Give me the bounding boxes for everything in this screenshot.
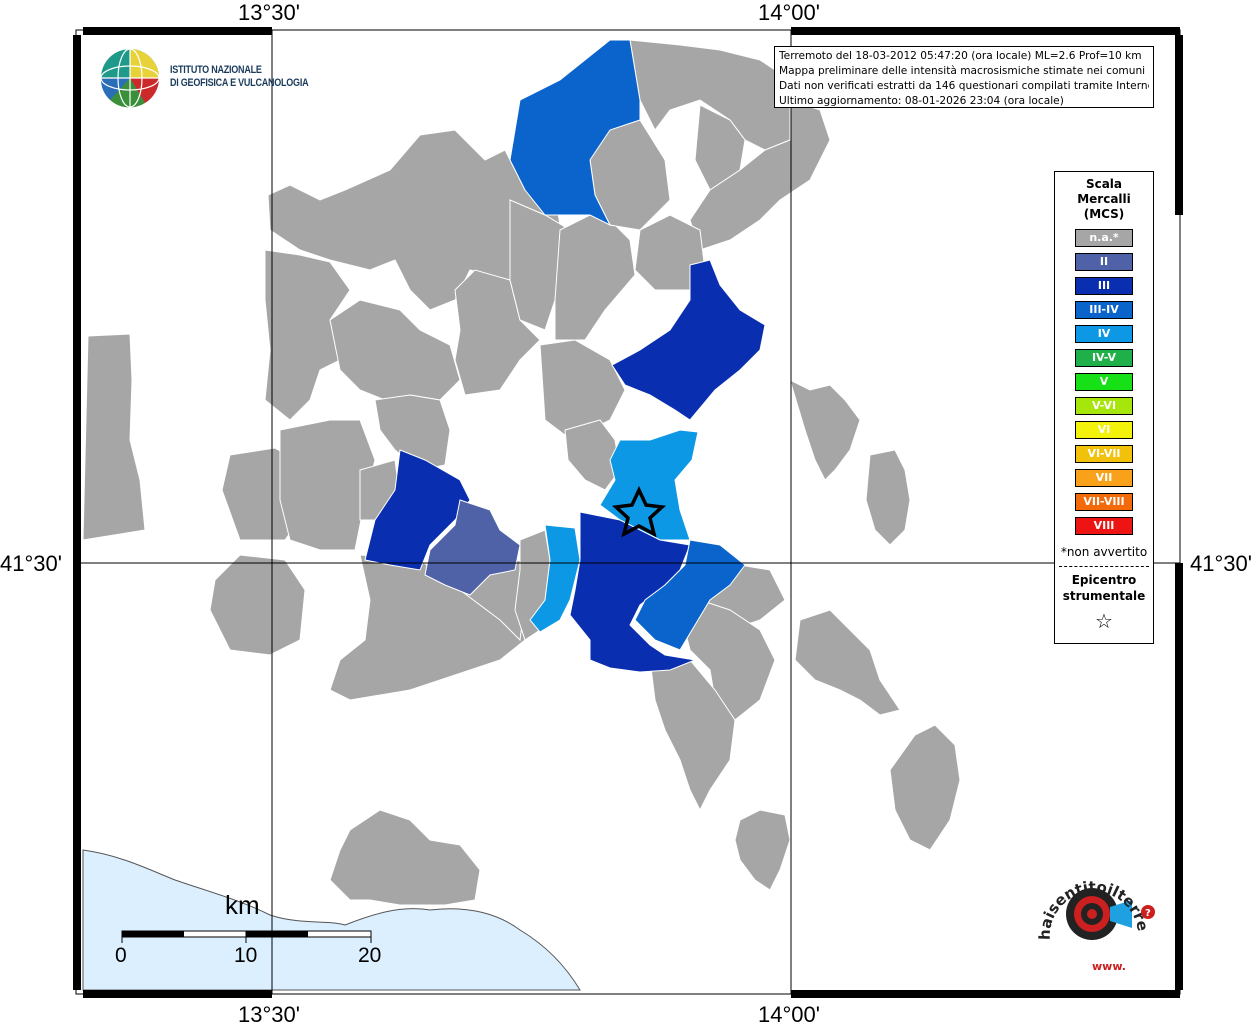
legend-item: II <box>1075 253 1133 271</box>
legend-item: IV-V <box>1075 349 1133 367</box>
graticule <box>76 30 1180 994</box>
legend-item: V <box>1075 373 1133 391</box>
scale-bar <box>121 930 372 943</box>
event-info-line2: Mappa preliminare delle intensità macros… <box>779 65 1146 77</box>
epicenter-star <box>612 485 666 538</box>
legend-title-line3: (MCS) <box>1083 207 1125 221</box>
legend-star-icon: ☆ <box>1095 609 1113 633</box>
legend-not-felt-note: *non avvertito <box>1060 545 1148 559</box>
ingv-name: ISTITUTO NAZIONALE DI GEOFISICA E VULCAN… <box>170 64 309 90</box>
legend-epicenter-label: Epicentro strumentale <box>1055 572 1153 604</box>
legend-item: n.a.* <box>1075 229 1133 247</box>
haisentito-logo: ? haisentitoilterremoto.it www. <box>1030 862 1155 973</box>
ingv-name-line1: ISTITUTO NAZIONALE <box>170 64 262 76</box>
event-info-box: Terremoto del 18-03-2012 05:47:20 (ora l… <box>774 46 1154 108</box>
event-info-line3: Dati non verificati estratti da 146 ques… <box>779 80 1149 92</box>
legend-separator <box>1059 566 1149 567</box>
event-info-line1: Terremoto del 18-03-2012 05:47:20 (ora l… <box>779 50 1142 62</box>
ingv-name-line2: DI GEOFISICA E VULCANOLOGIA <box>170 77 309 89</box>
ingv-logo <box>100 48 160 108</box>
scale-tick-0: 0 <box>115 944 127 967</box>
lat-label-right: 41°30' <box>1190 551 1252 576</box>
legend-item: VI <box>1075 421 1133 439</box>
legend-epicenter-line1: Epicentro <box>1071 573 1137 587</box>
frame-border-bars <box>73 27 1183 998</box>
lon-label-top-left: 13°30' <box>238 0 300 25</box>
scale-unit: km <box>225 890 260 920</box>
municipality-iii-iv-se <box>634 539 746 651</box>
municipality-ii <box>424 499 521 596</box>
scale-tick-10: 10 <box>234 944 258 967</box>
haisentito-logo-www: www. <box>1092 960 1126 973</box>
legend-item: VII <box>1075 469 1133 487</box>
legend-title: Scala Mercalli (MCS) <box>1055 177 1153 222</box>
legend-title-line1: Scala <box>1085 177 1123 191</box>
svg-text:?: ? <box>1145 908 1151 919</box>
scale-tick-20: 20 <box>358 944 382 967</box>
legend-item: VI-VII <box>1075 445 1133 463</box>
municipality-iii-west <box>364 449 471 571</box>
legend-item: III <box>1075 277 1133 295</box>
lon-label-bottom-right: 14°00' <box>758 1002 820 1027</box>
municipality-iii-iv-north <box>509 39 641 227</box>
legend-item: IV <box>1075 325 1133 343</box>
legend-item: VIII <box>1075 517 1133 535</box>
legend-title-line2: Mercalli <box>1077 192 1131 206</box>
municipality-iv-sw <box>529 524 581 633</box>
event-info-line4: Ultimo aggiornamento: 08-01-2026 23:04 (… <box>779 95 1064 107</box>
legend-item: V-VI <box>1075 397 1133 415</box>
legend-item: III-IV <box>1075 301 1133 319</box>
legend-epicenter-line2: strumentale <box>1062 589 1146 603</box>
municipality-iii-ne <box>611 259 766 421</box>
lat-label-left: 41°30' <box>0 551 62 576</box>
lon-label-bottom-left: 13°30' <box>238 1002 300 1027</box>
legend-item: VII-VIII <box>1075 493 1133 511</box>
lon-label-top-right: 14°00' <box>758 0 820 25</box>
sea-area <box>82 849 581 991</box>
mcs-legend: Scala Mercalli (MCS) n.a.* II III III-IV IV I… <box>1054 171 1154 644</box>
